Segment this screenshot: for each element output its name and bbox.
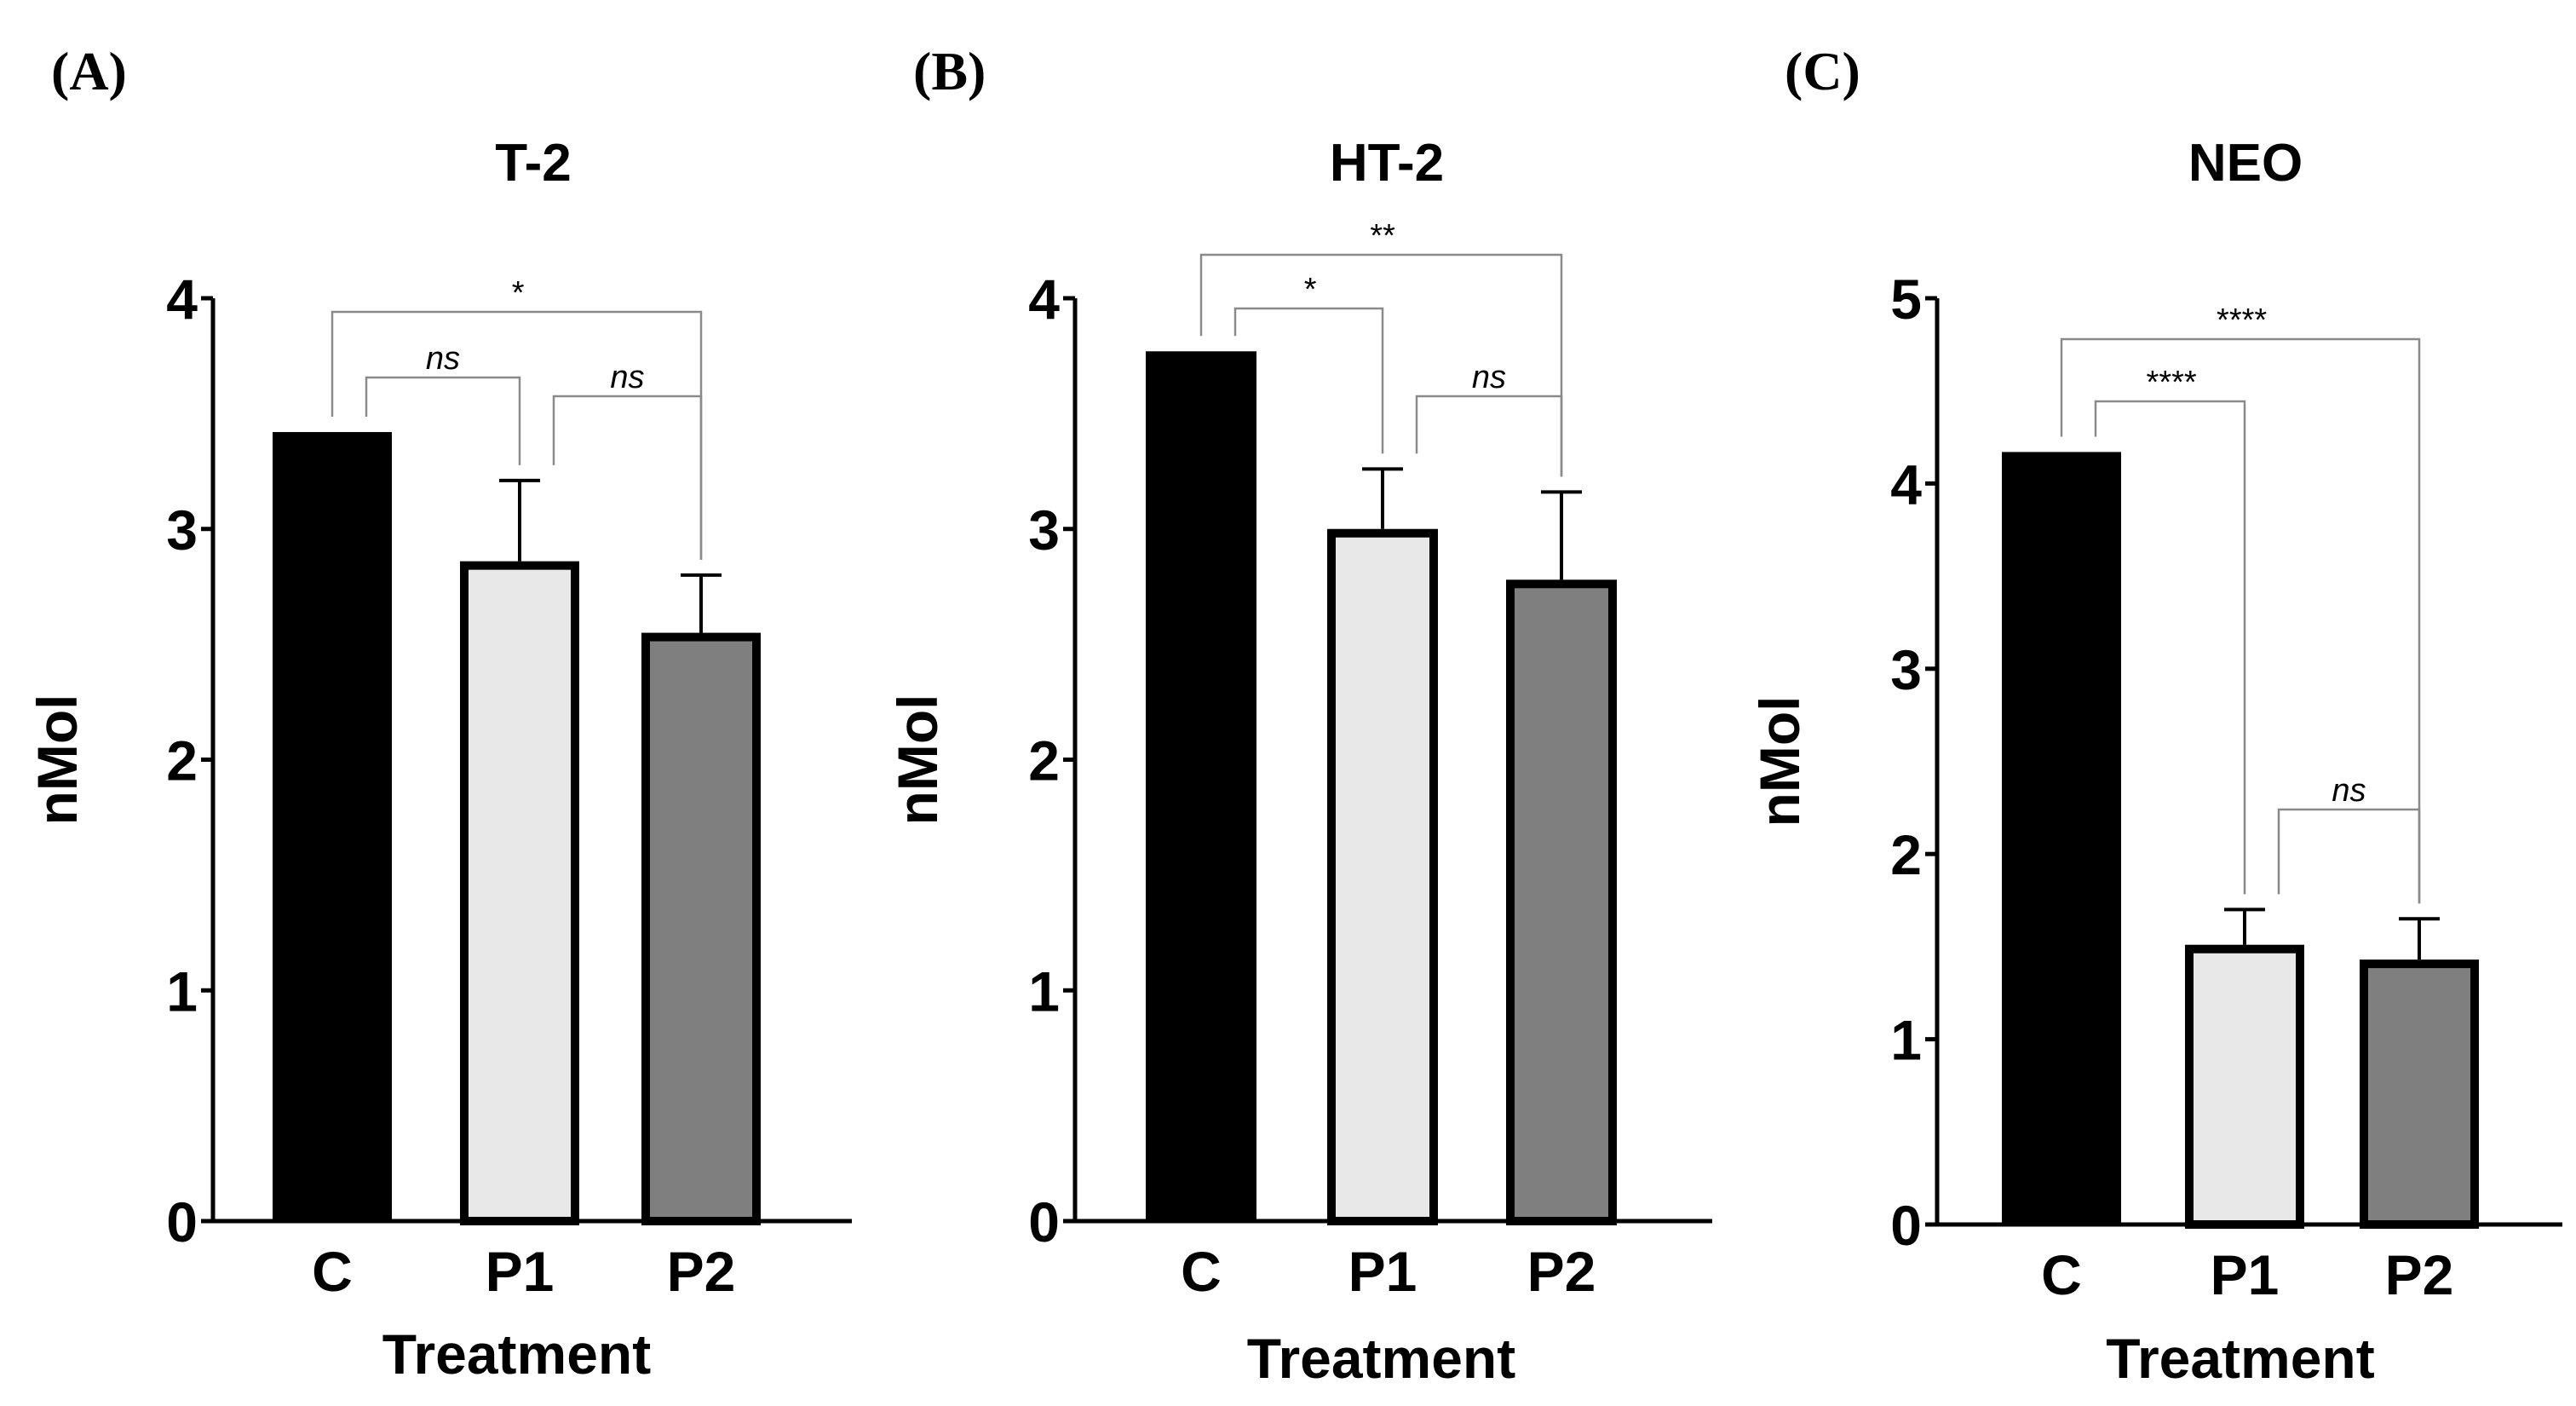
y-tick-label: 2 (1028, 729, 1060, 792)
significance-label: ns (610, 360, 644, 395)
significance-bracket (365, 376, 521, 465)
significance-bracket (2060, 337, 2421, 904)
significance-label: ns (1472, 360, 1506, 395)
x-tick-label: P1 (1348, 1240, 1417, 1303)
y-axis-label: nMol (26, 694, 89, 826)
chart-panel-2: (B) HT-2 0 1 2 3 4 C P1 P2 * ns ** nMol Treatment (886, 41, 1712, 1390)
x-tick-label: C (1181, 1240, 1222, 1303)
y-tick-label: 4 (1890, 452, 1922, 516)
x-tick-label: C (2041, 1243, 2082, 1306)
significance-bracket (552, 395, 703, 560)
significance-bracket (1199, 253, 1563, 477)
x-axis-label: Treatment (1247, 1327, 1515, 1390)
significance-bracket (2277, 808, 2421, 904)
bar-c (1146, 351, 1256, 1222)
bar-p2 (2360, 959, 2479, 1230)
y-tick-label: 1 (1028, 959, 1060, 1023)
significance-bracket (1233, 307, 1384, 454)
y-tick-label: 4 (1028, 268, 1060, 331)
x-tick-label: P1 (2211, 1243, 2280, 1306)
chart-title: T-2 (495, 134, 572, 193)
y-axis-label: nMol (886, 694, 949, 826)
y-tick-label: 1 (1890, 1009, 1922, 1072)
significance-label: **** (2215, 303, 2266, 338)
bar-c (273, 432, 392, 1221)
significance-bracket (331, 310, 703, 560)
y-tick-label: 2 (166, 729, 198, 792)
x-tick-label: C (312, 1240, 353, 1303)
x-tick-label: P1 (486, 1240, 555, 1303)
y-tick-label: 0 (166, 1190, 198, 1253)
chart-title: NEO (2188, 134, 2303, 193)
significance-bracket (1415, 395, 1563, 477)
y-tick-label: 4 (166, 268, 198, 331)
chart-panel-3: (C) NEO 0 1 2 3 4 5 C P1 P2 **** ns **** nMol Treatment (1748, 41, 2562, 1390)
panel-label: (A) (51, 41, 127, 101)
significance-label: ns (2332, 773, 2366, 809)
significance-bracket (2094, 400, 2246, 895)
y-tick-label: 0 (1028, 1190, 1060, 1253)
significance-label: ** (1369, 218, 1395, 254)
y-tick-label: 1 (166, 959, 198, 1023)
y-tick-label: 5 (1890, 268, 1922, 331)
bar-p1 (1327, 528, 1438, 1225)
chart-title: HT-2 (1330, 134, 1444, 193)
y-axis-label: nMol (1748, 696, 1811, 827)
x-tick-label: P2 (1527, 1240, 1596, 1303)
bar-p2 (1506, 579, 1617, 1225)
x-axis-label: Treatment (382, 1322, 651, 1386)
x-tick-label: P2 (667, 1240, 736, 1303)
x-axis-label: Treatment (2106, 1327, 2374, 1390)
significance-label: **** (2145, 365, 2196, 400)
y-tick-label: 0 (1890, 1194, 1922, 1257)
panel-label: (B) (913, 41, 986, 101)
y-tick-label: 3 (166, 498, 198, 562)
y-tick-label: 2 (1890, 823, 1922, 886)
significance-label: * (1302, 272, 1316, 308)
y-tick-label: 3 (1890, 638, 1922, 701)
chart-panel-1: (A) T-2 0 1 2 3 4 C P1 P2 ns ns * nMol Treatment (26, 41, 852, 1386)
bar-c (2002, 452, 2121, 1224)
significance-label: * (510, 275, 524, 311)
y-tick-label: 3 (1028, 498, 1060, 562)
panel-label: (C) (1785, 41, 1860, 101)
significance-label: ns (426, 341, 460, 377)
bar-p2 (641, 632, 761, 1225)
bar-p1 (460, 561, 579, 1225)
x-tick-label: P2 (2385, 1243, 2454, 1306)
bar-p1 (2185, 944, 2304, 1229)
